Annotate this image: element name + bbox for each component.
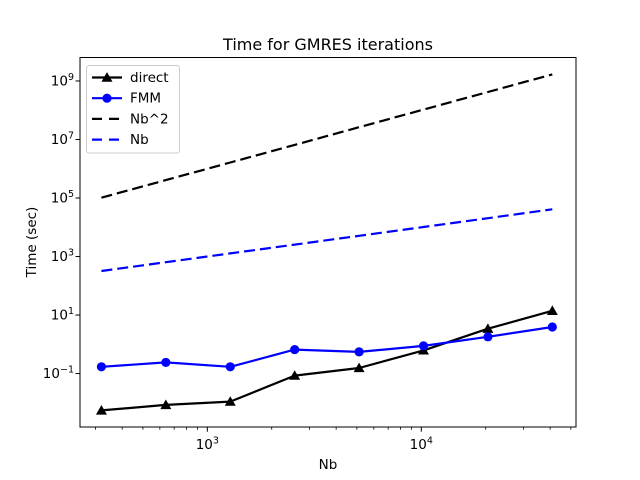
series-line-nb-2 [101,73,553,199]
legend-label: Nb [130,132,149,148]
x-axis-label: Nb [319,457,338,473]
marker-fmm [354,347,364,357]
x-tick-label: 104 [410,436,433,454]
marker-fmm [418,341,429,351]
series-line-fmm [101,325,553,368]
marker-fmm [161,357,171,368]
y-tick-label: 109 [51,72,74,90]
legend-entry: Nb [92,132,149,148]
series-line-nb [101,208,553,273]
legend-label: FMM [130,91,161,107]
legend: direct FMM Nb^2 Nb [86,65,180,154]
x-tick-label: 103 [196,436,219,454]
marker-fmm [96,362,107,372]
y-tick-label: 10−1 [43,365,74,383]
marker-fmm [547,322,557,332]
legend-label: direct [130,70,169,86]
y-tick-label: 103 [51,248,74,266]
legend-entry: FMM [92,91,161,107]
y-tick-label: 105 [51,189,74,207]
legend-box [86,65,180,154]
y-tick-label: 101 [51,306,74,324]
chart-title: Time for GMRES iterations [222,35,433,54]
marker-fmm [225,362,235,372]
marker-direct [160,399,172,410]
legend-sample-marker [101,72,113,82]
marker-direct [482,323,494,333]
legend-entry: Nb^2 [92,111,169,127]
axis-tick-labels: 103 104 10−1 101 103 105 107 109 [43,72,433,453]
marker-direct [95,404,107,415]
y-axis-label: Time (sec) [24,207,40,279]
series-line-direct [101,309,553,412]
legend-label: Nb^2 [130,111,169,127]
marker-direct [353,362,365,373]
legend-entry: direct [92,70,169,86]
marker-direct [224,396,236,406]
marker-direct [546,305,558,315]
marker-fmm [483,332,493,342]
legend-sample-marker [102,93,112,103]
marker-fmm [290,344,300,355]
marker-direct [289,370,301,380]
plot-series [95,73,558,415]
axis-ticks [75,80,572,432]
y-tick-label: 107 [51,130,74,148]
axes-frame [79,57,577,428]
